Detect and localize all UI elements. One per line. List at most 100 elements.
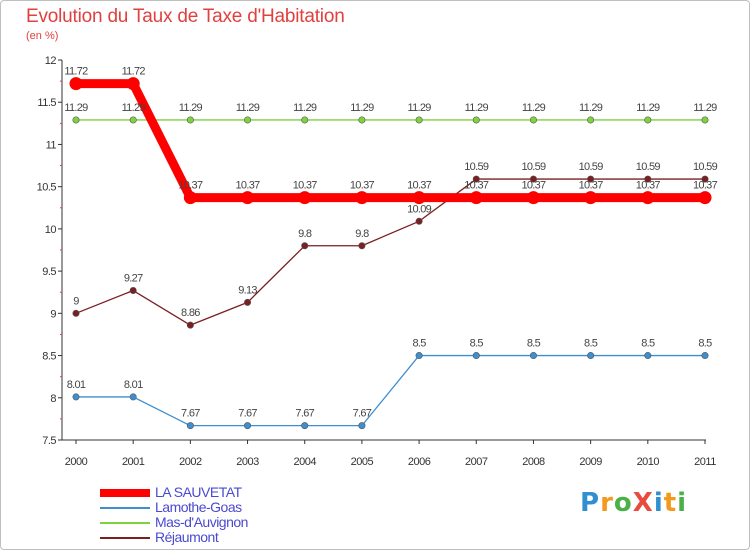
data-point	[183, 191, 197, 205]
logo-letter: i	[677, 488, 688, 518]
data-point	[472, 116, 480, 124]
data-label: 11.29	[122, 102, 146, 114]
x-tick-label: 2001	[122, 456, 145, 468]
data-label: 9.27	[124, 273, 143, 285]
data-point	[526, 191, 540, 205]
data-label: 7.67	[238, 408, 257, 420]
data-point	[472, 352, 480, 360]
data-point	[355, 191, 369, 205]
data-point	[72, 309, 80, 317]
data-point	[587, 352, 595, 360]
data-label: 10.37	[407, 180, 432, 192]
logo-letter: o	[613, 488, 633, 518]
data-point	[415, 217, 423, 225]
data-label: 9.8	[355, 228, 369, 240]
logo-letter: t	[663, 488, 678, 518]
legend-item-la-sauvetat: LA SAUVETAT	[100, 484, 340, 500]
data-point	[186, 321, 194, 329]
y-tick-label: 10.5	[37, 182, 57, 194]
legend-item-rejaumont: Réjaumont	[100, 529, 340, 545]
data-point	[129, 116, 137, 124]
data-point	[701, 175, 709, 183]
data-point	[126, 77, 140, 91]
x-tick-label: 2009	[579, 456, 602, 468]
data-label: 10.09	[407, 203, 432, 215]
data-label: 11.29	[64, 102, 88, 114]
data-point	[472, 175, 480, 183]
data-label: 8.5	[412, 338, 426, 350]
legend-swatch-lamothe-goas	[100, 507, 150, 509]
data-label: 10.59	[636, 161, 661, 173]
data-label: 11.29	[579, 102, 603, 114]
data-label: 10.37	[579, 180, 604, 192]
legend-label-mas-d-auvignon: Mas-d'Auvignon	[155, 514, 248, 530]
data-label: 10.59	[521, 161, 546, 173]
data-label: 7.67	[353, 408, 372, 420]
data-label: 8.5	[698, 338, 712, 350]
data-label: 11.29	[522, 102, 546, 114]
data-label: 10.59	[464, 161, 489, 173]
y-tick-label: 12	[45, 55, 57, 67]
data-point	[241, 191, 255, 205]
data-label: 8.86	[181, 307, 200, 319]
data-point	[415, 116, 423, 124]
data-label: 11.29	[465, 102, 489, 114]
data-point	[641, 191, 655, 205]
legend-label-la-sauvetat: LA SAUVETAT	[155, 484, 242, 500]
chart-title: Evolution du Taux de Taxe d'Habitation	[26, 6, 345, 27]
data-label: 11.72	[64, 66, 88, 78]
data-label: 11.29	[693, 102, 717, 114]
legend-swatch-mas-d-auvignon	[100, 522, 150, 524]
x-tick-label: 2008	[522, 456, 545, 468]
series-line-1	[76, 354, 705, 427]
data-label: 11.72	[122, 66, 146, 78]
x-tick-label: 2010	[637, 456, 660, 468]
data-point	[529, 175, 537, 183]
data-point	[358, 116, 366, 124]
data-point	[415, 352, 423, 360]
data-point	[129, 393, 137, 401]
series-line-3	[75, 178, 705, 326]
y-tick-label: 7.5	[42, 435, 56, 447]
data-label: 11.29	[350, 102, 374, 114]
x-tick-label: 2002	[179, 456, 202, 468]
x-tick-label: 2011	[694, 456, 716, 468]
x-tick-label: 2007	[465, 456, 488, 468]
data-point	[244, 422, 252, 430]
data-label: 11.29	[293, 102, 317, 114]
data-point	[587, 116, 595, 124]
data-point	[644, 352, 652, 360]
data-label: 10.37	[636, 180, 661, 192]
y-tick-label: 10	[45, 224, 57, 236]
data-label: 10.37	[236, 180, 261, 192]
y-tick-label: 8	[50, 393, 56, 405]
data-point	[72, 393, 80, 401]
data-point	[186, 422, 194, 430]
logo-letter: i	[653, 488, 664, 518]
data-label: 8.01	[124, 379, 143, 391]
data-point	[129, 287, 137, 295]
data-point	[72, 116, 80, 124]
data-point	[358, 422, 366, 430]
data-point	[301, 116, 309, 124]
x-tick-label: 2000	[65, 456, 88, 468]
legend-label-lamothe-goas: Lamothe-Goas	[155, 499, 242, 515]
data-point	[529, 352, 537, 360]
data-label: 8.5	[527, 338, 541, 350]
data-point	[412, 191, 426, 205]
data-point	[584, 191, 598, 205]
data-point	[698, 191, 712, 205]
data-point	[301, 422, 309, 430]
data-point	[644, 116, 652, 124]
data-label: 10.37	[521, 180, 546, 192]
data-point	[244, 116, 252, 124]
y-tick-label: 11	[46, 139, 57, 151]
data-label: 11.29	[407, 102, 431, 114]
legend-item-lamothe-goas: Lamothe-Goas	[100, 499, 340, 515]
data-label: 9	[73, 295, 79, 307]
x-tick-label: 2006	[408, 456, 431, 468]
data-label: 8.01	[67, 379, 86, 391]
data-point	[701, 116, 709, 124]
